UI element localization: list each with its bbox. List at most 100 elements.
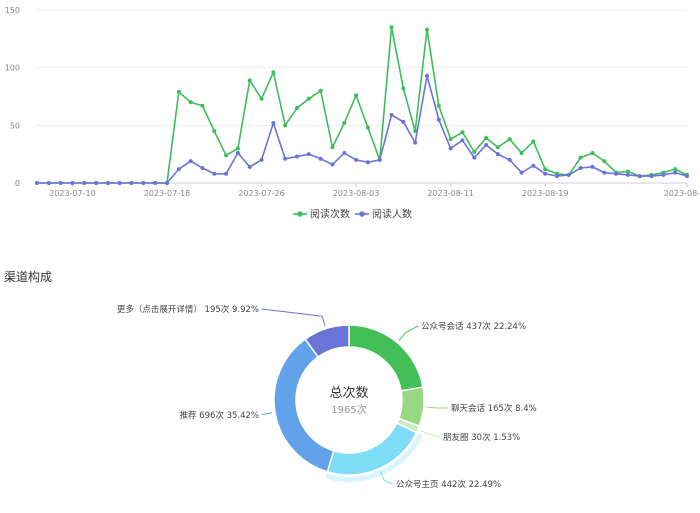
data-point-series-2 <box>531 163 536 168</box>
data-point-series-2 <box>117 181 122 185</box>
legend-swatch-dot <box>359 211 365 217</box>
data-point-series-2 <box>625 172 630 177</box>
data-point-series-2 <box>365 160 370 165</box>
data-point-series-2 <box>649 174 654 179</box>
data-point-series-2 <box>507 157 512 162</box>
donut-slice-highlight <box>325 433 423 482</box>
data-point-series-2 <box>306 152 311 157</box>
slice-label: 推荐 696次 35.42% <box>179 410 259 421</box>
donut-slice <box>326 422 418 476</box>
data-point-series-2 <box>413 140 418 145</box>
x-tick-label: 2023-08-31 <box>664 189 700 198</box>
slice-label: 朋友圈 30次 1.53% <box>443 432 520 443</box>
data-point-series-2 <box>129 181 134 185</box>
data-point-series-1 <box>425 27 429 32</box>
data-point-series-2 <box>484 142 489 147</box>
donut-slice <box>348 324 424 392</box>
data-point-series-2 <box>153 181 158 185</box>
donut-center-title: 总次数 <box>329 385 368 401</box>
data-point-series-2 <box>377 157 382 162</box>
slice-label: 更多（点击展开详情） 195次 9.92% <box>117 304 259 315</box>
slice-label: 公众号主页 442次 22.49% <box>396 479 501 490</box>
channel-composition-donut-chart: 总次数 1965次 公众号会话 437次 22.24% 聊天会话 165次 8.4% 朋… <box>117 304 537 490</box>
data-point-series-1 <box>578 155 583 160</box>
data-point-series-1 <box>401 86 406 91</box>
data-point-series-1 <box>602 159 607 164</box>
data-point-series-1 <box>224 153 229 158</box>
data-point-series-1 <box>590 151 595 156</box>
data-point-series-1 <box>531 139 536 144</box>
data-point-series-1 <box>295 106 299 111</box>
data-point-series-2 <box>295 154 299 159</box>
data-point-series-2 <box>224 171 229 176</box>
data-point-series-2 <box>247 164 252 169</box>
data-point-series-2 <box>578 166 583 171</box>
x-tick-label: 2023-08-03 <box>333 189 380 198</box>
data-point-series-2 <box>212 171 217 176</box>
data-point-series-1 <box>330 145 335 150</box>
data-point-series-1 <box>448 137 453 142</box>
data-point-series-2 <box>259 157 264 162</box>
data-point-series-1 <box>235 146 240 151</box>
data-point-series-2 <box>235 151 240 156</box>
data-point-series-2 <box>94 181 99 185</box>
data-point-series-2 <box>46 181 51 185</box>
label-leader-line <box>261 308 326 326</box>
data-point-series-2 <box>436 117 441 122</box>
x-tick-label: 2023-07-10 <box>49 189 96 198</box>
data-point-series-1 <box>212 129 217 134</box>
label-leader-line <box>420 430 441 438</box>
data-point-series-1 <box>271 70 276 75</box>
data-point-series-2 <box>389 112 394 117</box>
y-tick-label: 100 <box>5 64 20 73</box>
data-point-series-2 <box>330 162 335 167</box>
series-line-1 <box>37 26 688 184</box>
data-point-series-2 <box>82 181 87 185</box>
data-point-series-1 <box>389 25 394 30</box>
data-point-series-2 <box>661 172 666 177</box>
label-leader-line <box>398 325 419 341</box>
data-point-series-2 <box>495 152 500 157</box>
data-point-series-1 <box>188 100 193 105</box>
data-point-series-2 <box>105 181 110 185</box>
data-point-series-2 <box>673 170 678 175</box>
data-point-series-2 <box>141 181 146 185</box>
data-point-series-2 <box>425 73 429 78</box>
data-point-series-1 <box>247 78 252 83</box>
data-point-series-2 <box>188 159 193 164</box>
data-point-series-1 <box>318 88 323 93</box>
y-tick-label: 0 <box>15 179 20 188</box>
slice-label: 公众号会话 437次 22.24% <box>421 321 526 332</box>
data-point-series-1 <box>519 151 524 156</box>
donut-center-value: 1965次 <box>331 403 366 416</box>
data-point-series-2 <box>318 156 323 161</box>
data-point-series-1 <box>176 89 181 94</box>
data-point-series-2 <box>342 151 347 156</box>
data-point-series-2 <box>283 156 288 161</box>
data-point-series-1 <box>365 125 370 130</box>
x-tick-label: 2023-07-18 <box>144 189 191 198</box>
slice-label: 聊天会话 165次 8.4% <box>451 403 537 414</box>
data-point-series-2 <box>602 170 607 175</box>
data-point-series-2 <box>566 172 571 177</box>
label-leader-line <box>261 412 273 416</box>
data-point-series-2 <box>555 174 559 179</box>
data-point-series-1 <box>472 149 477 154</box>
series-line-2 <box>37 74 688 184</box>
data-point-series-1 <box>507 137 512 142</box>
data-point-series-2 <box>685 174 689 179</box>
data-point-series-1 <box>543 167 548 172</box>
legend-label: 阅读次数 <box>310 208 350 221</box>
data-point-series-1 <box>259 96 264 101</box>
data-point-series-2 <box>401 119 406 124</box>
data-point-series-2 <box>460 138 465 143</box>
x-tick-label: 2023-07-26 <box>238 189 285 198</box>
reading-trend-line-chart: 0 50 100 150 2023-07-10 2023-07-18 2023-07-26 2… <box>5 6 700 221</box>
data-point-series-1 <box>625 169 630 174</box>
data-point-series-1 <box>484 136 489 141</box>
data-point-series-1 <box>460 130 465 135</box>
data-point-series-1 <box>495 145 500 150</box>
section-title: 渠道构成 <box>4 270 53 284</box>
data-point-series-2 <box>35 181 39 185</box>
data-point-series-2 <box>543 171 548 176</box>
